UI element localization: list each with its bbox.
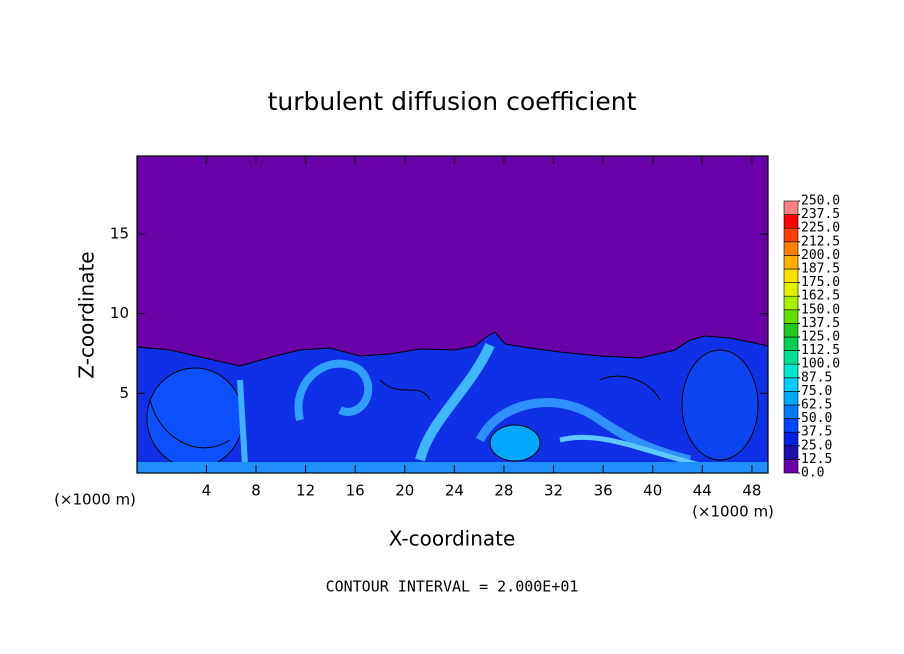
colorbar-label: 0.0 — [801, 466, 824, 481]
y-tick-label: 10 — [110, 304, 129, 322]
colorbar-label: 37.5 — [801, 425, 832, 440]
colorbar-band — [783, 418, 799, 433]
colorbar-band — [783, 200, 799, 215]
colorbar-band — [783, 295, 799, 311]
colorbar-label: 87.5 — [801, 370, 832, 385]
x-tick-label: 20 — [395, 482, 414, 500]
x-tick-label: 24 — [445, 482, 464, 500]
colorbar-label: 125.0 — [801, 330, 840, 345]
colorbar-band — [783, 323, 799, 338]
y-axis-label: Z-coordinate — [75, 251, 99, 378]
colorbar-label: 200.0 — [801, 248, 840, 263]
x-tick-label: 16 — [346, 482, 365, 500]
colorbar-band — [783, 391, 799, 406]
y-tick-label: 5 — [119, 384, 129, 402]
contour-field — [136, 156, 769, 474]
x-tick-label: 4 — [202, 482, 212, 500]
colorbar-band — [783, 227, 799, 243]
colorbar-band — [783, 214, 799, 229]
colorbar-band — [783, 255, 799, 270]
colorbar-band — [783, 309, 799, 324]
x-tick-label: 28 — [494, 482, 513, 500]
colorbar-band — [783, 268, 799, 283]
x-tick-label: 12 — [296, 482, 315, 500]
x-unit-label: (×1000 m) — [692, 503, 774, 521]
x-tick-label: 48 — [742, 482, 761, 500]
chart-title: turbulent diffusion coefficient — [268, 87, 637, 116]
x-tick-label: 44 — [693, 482, 712, 500]
colorbar-label: 250.0 — [801, 194, 840, 209]
colorbar-label: 100.0 — [801, 357, 840, 372]
colorbar-label: 212.5 — [801, 234, 840, 249]
colorbar-label: 150.0 — [801, 302, 840, 317]
footer-note: CONTOUR INTERVAL = 2.000E+01 — [326, 578, 579, 596]
x-axis-label: X-coordinate — [389, 527, 516, 551]
colorbar-band — [783, 459, 799, 474]
colorbar-band — [783, 350, 799, 365]
x-tick-label: 32 — [544, 482, 563, 500]
colorbar-label: 75.0 — [801, 384, 832, 399]
colorbar-label: 175.0 — [801, 275, 840, 290]
x-tick-label: 40 — [643, 482, 662, 500]
y-tick-label: 15 — [110, 225, 129, 243]
colorbar-label: 25.0 — [801, 438, 832, 453]
colorbar-label: 162.5 — [801, 289, 840, 304]
x-tick-label: 8 — [251, 482, 261, 500]
colorbar-label: 50.0 — [801, 411, 832, 426]
plot-frame — [136, 155, 769, 474]
colorbar-label: 237.5 — [801, 207, 840, 222]
colorbar-band — [783, 404, 799, 419]
x-unit-label: (×1000 m) — [54, 491, 136, 509]
colorbar-band — [783, 445, 799, 460]
colorbar-band — [783, 431, 799, 447]
x-tick-label: 36 — [594, 482, 613, 500]
colorbar-label: 137.5 — [801, 316, 840, 331]
colorbar-label: 112.5 — [801, 343, 840, 358]
colorbar-band — [783, 336, 799, 351]
colorbar-label: 187.5 — [801, 262, 840, 277]
colorbar-label: 62.5 — [801, 398, 832, 413]
colorbar-label: 225.0 — [801, 221, 840, 236]
colorbar-band — [783, 363, 799, 379]
colorbar-label: 12.5 — [801, 452, 832, 467]
colorbar-band — [783, 377, 799, 392]
colorbar-band — [783, 282, 799, 297]
colorbar-band — [783, 241, 799, 256]
